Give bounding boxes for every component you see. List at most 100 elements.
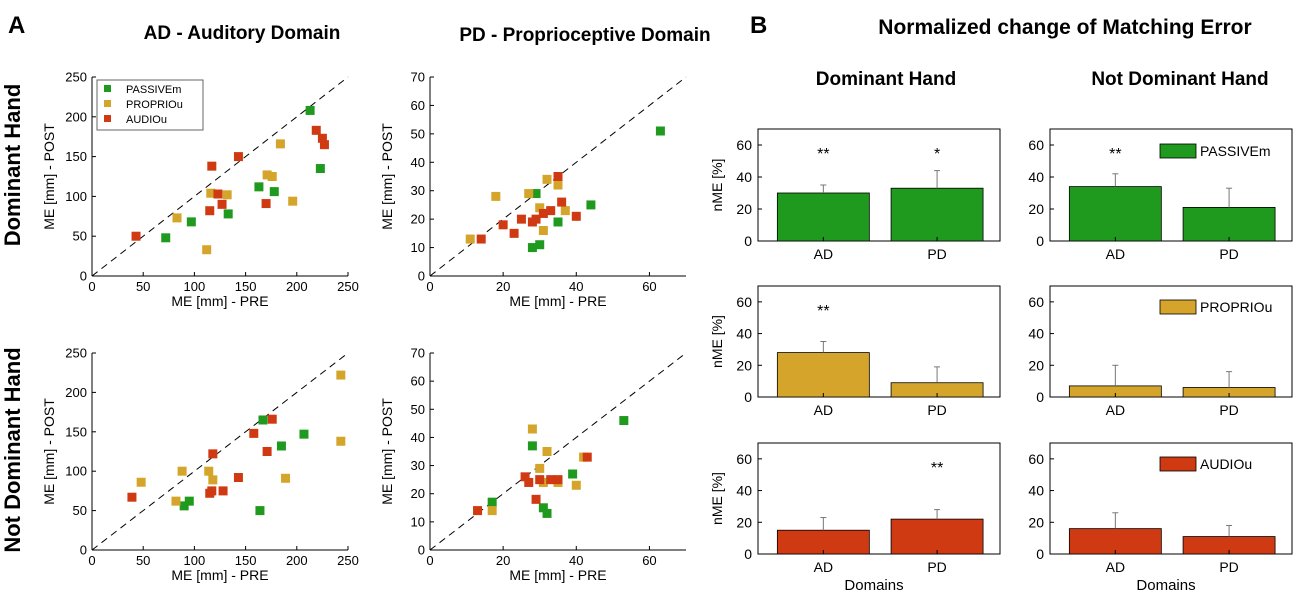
y-tick-label: 250 bbox=[65, 70, 87, 85]
y-tick-label: 40 bbox=[736, 169, 752, 185]
scatter-point-propriou bbox=[136, 477, 146, 487]
scatter-point-propriou bbox=[208, 475, 218, 485]
identity-line bbox=[91, 352, 349, 551]
y-tick-label: 0 bbox=[744, 546, 752, 562]
scatter-point-propriou bbox=[262, 170, 272, 180]
y-tick-label: 0 bbox=[744, 233, 752, 249]
scatter-point-propriou bbox=[491, 191, 501, 201]
scatter-point-audiou bbox=[516, 214, 526, 224]
scatter-point-propriou bbox=[204, 466, 214, 476]
bar-not-dominant-audio: 0 20 40 60 AD PD Domains AUDIOu bbox=[1028, 442, 1293, 594]
x-tick-label: PD bbox=[1219, 402, 1238, 418]
x-tick-label: AD bbox=[814, 402, 833, 418]
scatter-point-audiou bbox=[233, 473, 243, 483]
x-tick-label: PD bbox=[1219, 246, 1238, 262]
x-tick-label: 250 bbox=[337, 553, 359, 568]
legend-swatch bbox=[1159, 143, 1197, 159]
scatter-point-passivem bbox=[305, 105, 315, 115]
heading-dominant-col: Dominant Hand bbox=[816, 69, 956, 90]
significance-marker: ** bbox=[817, 303, 829, 320]
scatter-point-audiou bbox=[546, 206, 556, 216]
scatter-point-audiou bbox=[262, 447, 272, 456]
x-tick-label: AD bbox=[814, 559, 833, 575]
plot-frame bbox=[1049, 442, 1293, 555]
scatter-point-audiou bbox=[538, 208, 548, 218]
scatter-point-audiou bbox=[553, 475, 563, 485]
scatter-point-passivem bbox=[586, 200, 596, 210]
y-axis-label: nME [%] bbox=[709, 159, 725, 212]
y-tick-label: 60 bbox=[1028, 137, 1044, 153]
y-tick-label: 60 bbox=[736, 294, 752, 310]
y-tick-label: 60 bbox=[411, 374, 425, 389]
y-tick-label: 60 bbox=[1028, 294, 1044, 310]
legend-marker-passive bbox=[104, 85, 111, 92]
y-tick-label: 50 bbox=[411, 126, 425, 141]
scatter-point-passivem bbox=[258, 415, 268, 425]
y-tick-label: 60 bbox=[1028, 451, 1044, 467]
y-tick-label: 0 bbox=[418, 543, 425, 558]
plot-frame bbox=[757, 285, 1001, 398]
bar-ad bbox=[776, 352, 870, 398]
bar-pd bbox=[890, 518, 984, 555]
y-tick-label: 10 bbox=[411, 240, 425, 255]
y-tick-label: 100 bbox=[65, 189, 87, 204]
scatter-point-audiou bbox=[217, 199, 227, 209]
heading-pd: PD - Proprioceptive Domain bbox=[459, 25, 710, 46]
y-tick-label: 50 bbox=[411, 402, 425, 417]
y-tick-label: 150 bbox=[65, 149, 87, 164]
x-tick-label: 200 bbox=[286, 279, 308, 294]
x-axis-label: ME [mm] - PRE bbox=[509, 293, 606, 309]
scatter-point-passivem bbox=[184, 496, 194, 506]
y-tick-label: 20 bbox=[736, 201, 752, 217]
y-tick-label: 0 bbox=[418, 269, 425, 284]
significance-marker: ** bbox=[817, 146, 829, 163]
scatter-point-audiou bbox=[317, 133, 327, 143]
x-tick-label: 150 bbox=[235, 279, 257, 294]
scatter-point-audiou bbox=[267, 414, 277, 424]
x-tick-label: PD bbox=[927, 559, 946, 575]
scatter-point-audiou bbox=[249, 428, 259, 438]
scatter-point-audiou bbox=[553, 172, 563, 181]
scatter-point-propriou bbox=[177, 466, 187, 476]
scatter-ad-dominant: 0 50 100 150 200 250 0 50 100 150 200 250 ME [mm] - … bbox=[41, 70, 359, 310]
scatter-point-audiou bbox=[476, 234, 486, 244]
panel-label-b: B bbox=[750, 12, 767, 39]
identity-line bbox=[91, 76, 349, 277]
y-tick-label: 20 bbox=[1028, 357, 1044, 373]
x-tick-label: AD bbox=[814, 246, 833, 262]
scatter-point-audiou bbox=[218, 486, 228, 496]
x-tick-label: 100 bbox=[184, 553, 206, 568]
heading-not-dominant-col: Not Dominant Hand bbox=[1091, 69, 1268, 90]
scatter-point-passivem bbox=[269, 187, 279, 197]
heading-ad: AD - Auditory Domain bbox=[144, 23, 341, 44]
scatter-point-propriou bbox=[288, 196, 298, 206]
scatter-point-passivem bbox=[619, 416, 629, 426]
y-axis-label: ME [mm] - POST bbox=[379, 398, 395, 505]
y-tick-label: 40 bbox=[411, 430, 425, 445]
significance-marker: ** bbox=[931, 460, 943, 477]
y-tick-label: 20 bbox=[411, 486, 425, 501]
scatter-point-audiou bbox=[319, 140, 329, 150]
scatter-point-audiou bbox=[582, 452, 592, 462]
y-tick-label: 0 bbox=[80, 269, 87, 284]
scatter-point-passivem bbox=[487, 497, 497, 507]
y-tick-label: 0 bbox=[1036, 389, 1044, 405]
legend-marker-proprio bbox=[104, 100, 111, 107]
x-tick-label: 40 bbox=[569, 553, 583, 568]
scatter-point-audiou bbox=[131, 231, 141, 241]
x-tick-label: 0 bbox=[88, 553, 95, 568]
y-axis-label: nME [%] bbox=[709, 315, 725, 368]
y-tick-label: 60 bbox=[411, 98, 425, 113]
bar-dominant-proprio: 0 20 40 60 AD ** PD nME [%] bbox=[709, 285, 1001, 418]
significance-marker: ** bbox=[1109, 146, 1121, 163]
scatter-point-audiou bbox=[531, 494, 541, 504]
x-tick-label: 100 bbox=[184, 279, 206, 294]
legend-label: PROPRIOu bbox=[1200, 299, 1272, 315]
x-tick-label: 50 bbox=[136, 279, 150, 294]
scatter-point-propriou bbox=[275, 139, 285, 149]
scatter-point-propriou bbox=[524, 189, 534, 199]
x-tick-label: 0 bbox=[88, 279, 95, 294]
scatter-point-audiou bbox=[557, 197, 567, 207]
scatter-ad-not-dominant: 0 50 100 150 200 250 0 50 100 150 200 250 ME [mm] - … bbox=[41, 346, 359, 584]
scatter-point-propriou bbox=[336, 436, 346, 446]
